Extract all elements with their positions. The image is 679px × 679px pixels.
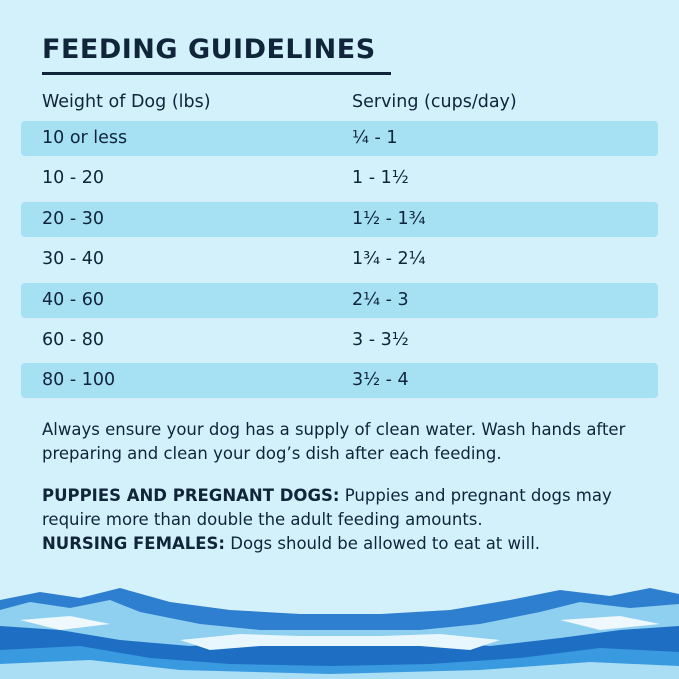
table-row: 60 - 80 3 - 3½ [21, 323, 658, 358]
note: NURSING FEMALES: Dogs should be allowed … [42, 532, 642, 556]
table-cell: 1½ - 1¾ [352, 208, 426, 229]
note-text: Dogs should be allowed to eat at will. [230, 534, 541, 553]
table-cell: 40 - 60 [42, 289, 104, 310]
note-label: NURSING FEMALES: [42, 534, 226, 553]
table-cell: 2¼ - 3 [352, 289, 409, 310]
table-cell: 10 or less [42, 128, 128, 148]
ice-landscape [0, 588, 679, 679]
table-cell: 3½ - 4 [352, 370, 409, 391]
notes: PUPPIES AND PREGNANT DOGS: Puppies and p… [42, 484, 642, 556]
title-underline [42, 72, 391, 75]
paragraph: Always ensure your dog has a supply of c… [42, 420, 626, 463]
table-cell: 1¾ - 2¼ [352, 249, 426, 270]
table-row: 30 - 40 1¾ - 2¼ [21, 242, 658, 277]
table-cell: 80 - 100 [42, 370, 116, 391]
table-row: 40 - 60 2¼ - 3 [21, 282, 658, 318]
note-label: PUPPIES AND PREGNANT DOGS: [42, 486, 340, 505]
column-header: Weight of Dog (lbs) [42, 92, 211, 112]
column-header: Serving (cups/day) [352, 92, 517, 112]
note-text: Puppies and pregnant dogs may require mo… [42, 486, 612, 529]
table-row: 10 or less ¼ - 1 [21, 121, 658, 156]
note: PUPPIES AND PREGNANT DOGS: Puppies and p… [42, 484, 642, 532]
table-row: 10 - 20 1 - 1½ [21, 161, 658, 196]
table-row: 20 - 30 1½ - 1¾ [21, 201, 658, 237]
table-cell: 10 - 20 [42, 168, 104, 189]
table-cell: 3 - 3½ [352, 330, 409, 350]
table-row: 80 - 100 3½ - 4 [21, 363, 658, 399]
table-cell: 20 - 30 [42, 208, 104, 229]
table-cell: 1 - 1½ [352, 168, 409, 189]
table-cell: 30 - 40 [42, 249, 104, 270]
title: FEEDING GUIDELINES [42, 34, 376, 65]
table-cell: ¼ - 1 [352, 128, 398, 148]
table-cell: 60 - 80 [42, 330, 104, 350]
